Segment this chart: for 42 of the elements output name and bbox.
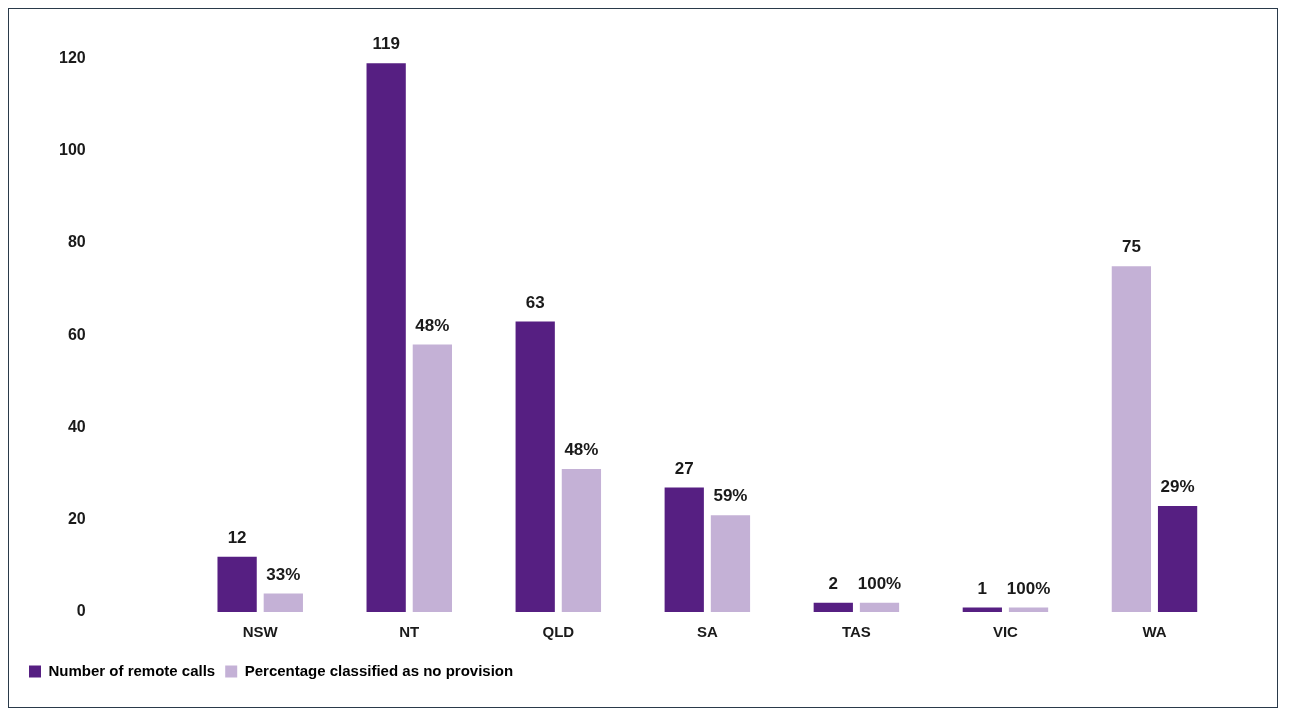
annotation: 29% [1160,477,1195,497]
bar [366,63,406,612]
data-label: 27 [674,458,694,478]
bar [561,469,602,612]
x-tick-label: NT [399,623,420,641]
data-label: 1 [977,578,988,598]
bar [859,602,900,612]
x-tick-label: VIC [992,623,1019,641]
annotation: 100% [857,573,902,593]
x-tick-label: NSW [242,623,279,641]
y-tick-label: 0 [76,602,86,620]
x-tick-label: TAS [841,623,871,641]
bar [813,602,853,612]
x-tick-label: QLD [542,623,575,641]
y-tick-label: 100 [58,141,86,159]
bar [710,515,751,612]
data-label: 2 [828,573,839,593]
x-tick-label: SA [696,623,718,641]
y-tick-label: 40 [67,417,86,435]
bar [263,593,303,612]
bar [962,607,1002,612]
annotation: 48% [564,440,599,460]
bar [515,321,555,612]
data-label: 75 [1121,237,1141,257]
annotation: 48% [415,315,450,335]
bar [412,344,452,612]
data-label: 12 [227,527,247,547]
annotation: 59% [713,486,748,506]
bar [664,487,704,612]
y-tick-label: 60 [67,325,86,343]
annotation: 100% [1006,578,1051,598]
legend-label: Percentage classified as no provision [244,661,514,679]
data-label: 119 [372,34,400,54]
y-tick-label: 120 [58,49,86,67]
legend-label: Number of remote calls [48,661,216,679]
bar [1008,607,1049,612]
data-label: 63 [525,292,545,312]
bar [217,556,257,612]
y-tick-label: 80 [67,233,86,251]
y-tick-label: 20 [67,510,86,528]
annotation: 33% [266,564,301,584]
x-tick-label: WA [1142,623,1167,641]
